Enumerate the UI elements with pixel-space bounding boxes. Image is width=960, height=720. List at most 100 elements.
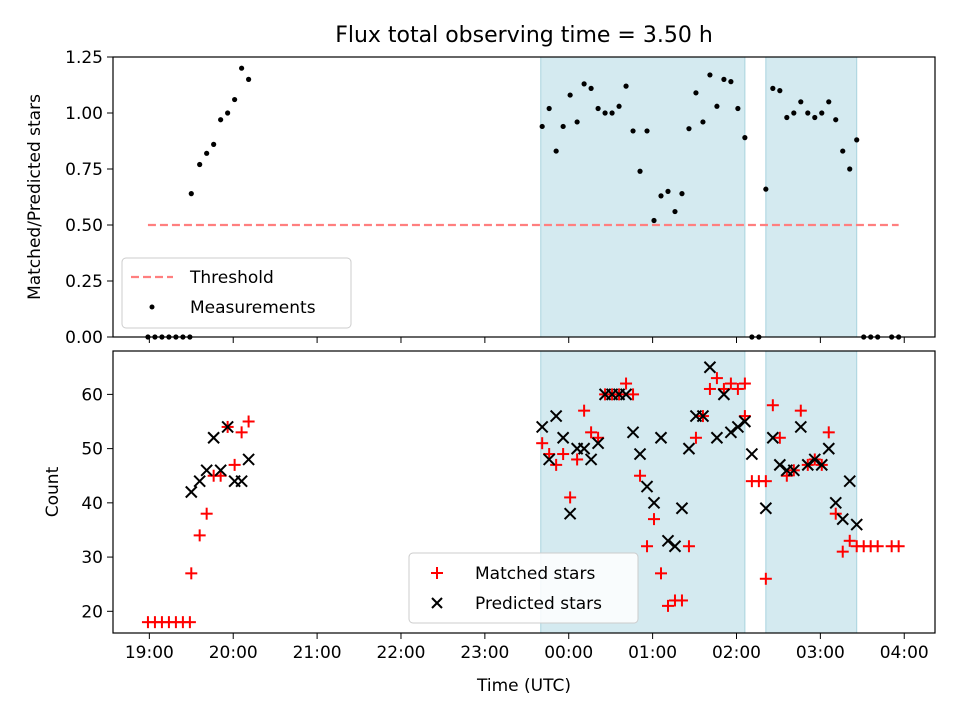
predicted-stars-point (654, 431, 668, 444)
measurement-point (777, 88, 783, 94)
matched-stars-point (183, 616, 196, 629)
matched-stars-point (689, 431, 702, 444)
matched-stars-point (627, 388, 640, 401)
matched-stars-point (717, 382, 730, 395)
predicted-stars-point (829, 496, 842, 510)
matched-stars-point (648, 513, 661, 526)
measurement-point (595, 105, 601, 112)
x-tick-label: 21:00 (293, 643, 342, 663)
matched-stars-point (682, 540, 695, 553)
measurement-point (644, 128, 650, 134)
predicted-stars-point (200, 464, 213, 477)
panel-count-yticks: 20 30 40 50 60 (81, 385, 113, 622)
predicted-stars-point (235, 474, 248, 488)
x-tick-label: 02:00 (712, 643, 761, 663)
predicted-stars-point (647, 496, 661, 510)
predicted-stars-point (626, 426, 640, 439)
matched-stars-point (738, 410, 751, 423)
measurement-point (588, 85, 594, 91)
legend-predicted-swatch (431, 597, 443, 609)
x-tick-label: 22:00 (376, 643, 425, 663)
y-tick-label: 0.50 (65, 216, 103, 236)
matched-stars-point (557, 448, 570, 461)
matched-stars-point (871, 540, 884, 553)
panel-ratio-frame (112, 56, 936, 338)
predicted-stars-point (221, 420, 234, 434)
measurement-point (539, 123, 545, 130)
legend-box (121, 257, 352, 329)
measurement-point (854, 137, 860, 143)
predicted-stars-point (242, 453, 255, 466)
x-tick-label: 03:00 (796, 643, 845, 663)
y-tick-label: 20 (81, 602, 103, 622)
predicted-stars-point (703, 361, 717, 374)
measurement-point (812, 114, 818, 121)
x-tick-label: 20:00 (209, 643, 258, 663)
matched-stars-point (661, 599, 674, 612)
matched-stars-point (185, 567, 198, 580)
predicted-stars-point (766, 431, 780, 444)
measurement-point (714, 103, 720, 109)
measurement-point (232, 96, 238, 103)
panel-count-frame (112, 350, 936, 634)
matched-stars-point (214, 469, 227, 482)
figure-title: Flux total observing time = 3.50 h (335, 23, 713, 48)
predicted-stars-point (836, 512, 849, 526)
panel-count-plot (141, 361, 905, 629)
shaded-interval (540, 56, 746, 338)
matched-stars-point (836, 545, 849, 558)
measurement-point (840, 148, 846, 154)
predicted-stars-point (822, 442, 835, 455)
legend-box (408, 552, 639, 624)
predicted-stars-point (577, 442, 591, 455)
matched-stars-point (634, 469, 647, 482)
measurement-point (637, 168, 643, 174)
shaded-interval (765, 56, 858, 338)
predicted-stars-point (193, 474, 206, 488)
matched-stars-point (655, 567, 667, 580)
measurement-point (602, 110, 608, 116)
measurement-point (672, 208, 678, 215)
predicted-stars-point (710, 431, 724, 444)
predicted-stars-point (584, 453, 598, 466)
x-tick-label: 19:00 (125, 643, 174, 663)
matched-stars-point (193, 529, 206, 542)
predicted-stars-point (556, 431, 570, 444)
matched-stars-point (620, 377, 633, 390)
predicted-stars-point (808, 453, 821, 466)
y-tick-label: 0.75 (65, 160, 103, 180)
matched-stars-point (536, 437, 549, 450)
predicted-stars-point (563, 507, 577, 520)
predicted-stars-point (633, 447, 647, 461)
measurement-point (546, 105, 552, 112)
measurement-point (798, 99, 804, 105)
measurement-point (686, 126, 692, 132)
measurement-point (665, 188, 671, 194)
y-tick-label: 0.25 (65, 272, 103, 292)
legend-matched-label: Matched stars (475, 564, 595, 584)
predicted-stars-point (549, 409, 563, 423)
panel-ratio-xticks (148, 337, 905, 343)
matched-stars-point (571, 453, 584, 466)
predicted-stars-point (759, 502, 773, 515)
matched-stars-point (585, 426, 598, 439)
measurement-point (609, 110, 615, 116)
predicted-stars-point (535, 420, 549, 434)
matched-stars-point (794, 404, 807, 417)
matched-stars-point (592, 431, 605, 444)
panel-count-legend: Matched stars Predicted stars (408, 552, 639, 624)
matched-stars-point (200, 507, 213, 520)
measurement-point (826, 99, 832, 105)
measurement-point (188, 191, 194, 197)
panel-count-ylabel: Count (43, 466, 63, 517)
matched-stars-point (641, 540, 654, 553)
matched-stars-point (843, 534, 856, 547)
predicted-stars-point (787, 464, 801, 477)
matched-stars-point (766, 399, 779, 412)
x-axis-label: Time (UTC) (476, 676, 571, 696)
measurement-point (658, 193, 664, 199)
measurement-point (819, 110, 825, 116)
predicted-stars-point (207, 431, 220, 444)
predicted-stars-point (738, 415, 752, 428)
x-tick-label: 01:00 (628, 643, 677, 663)
